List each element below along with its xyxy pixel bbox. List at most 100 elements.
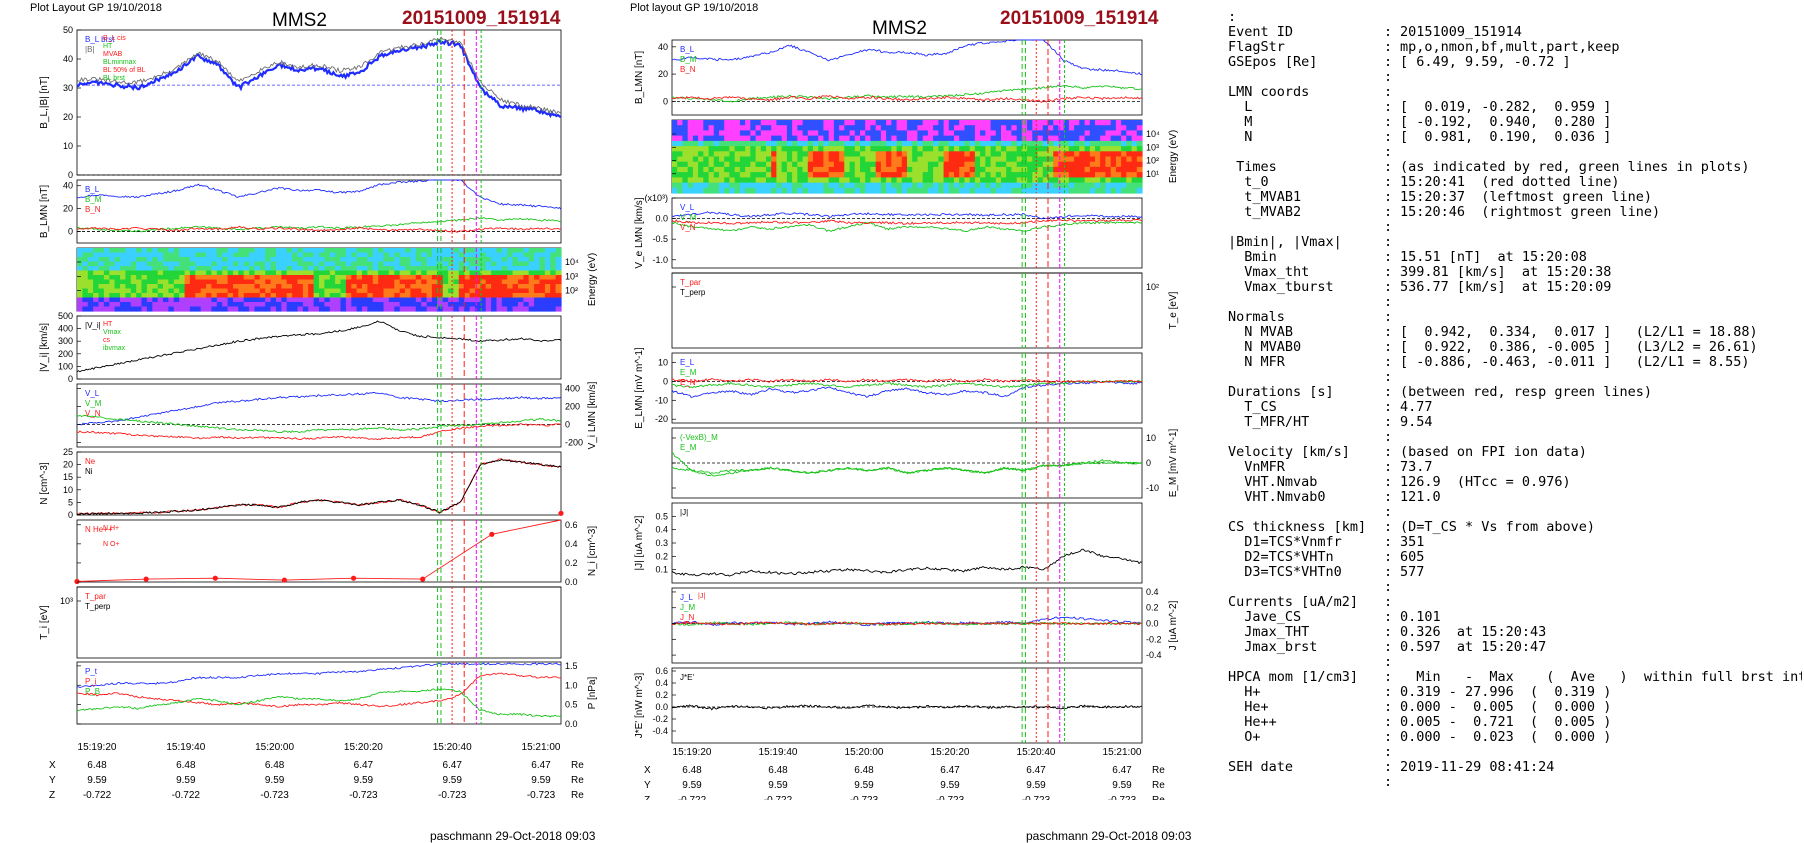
spectrogram-cell (1136, 172, 1143, 178)
spectrogram-cell (200, 284, 207, 290)
spectrogram-cell (130, 288, 137, 294)
spectrogram-cell (807, 166, 814, 173)
spectrogram-cell (687, 172, 694, 178)
spectrogram-cell (512, 270, 519, 276)
spectrogram-cell (469, 279, 476, 285)
position-value: -0.723 (1022, 795, 1051, 800)
spectrogram-cell (302, 270, 309, 276)
spectrogram-cell (222, 288, 229, 294)
spectrogram-cell (125, 270, 132, 276)
spectrogram-cell (776, 166, 783, 173)
legend-entry: N O+ (103, 541, 120, 548)
spectrogram-cell (179, 306, 186, 312)
spectrogram-cell (922, 151, 929, 158)
summary-row: Velocity [km/s]: (based on FPI ion data) (1228, 445, 1802, 460)
spectrogram-cell (849, 130, 856, 137)
spectrogram-cell (157, 297, 164, 303)
spectrogram-cell (335, 297, 342, 303)
spectrogram-cell (528, 293, 535, 299)
spectrogram-cell (807, 182, 814, 189)
series-label: E_M (680, 368, 697, 377)
spectrogram-cell (980, 172, 986, 178)
summary-row: L:[ 0.019, -0.282, 0.959 ] (1228, 100, 1802, 115)
summary-value: mp,o,nmon,bf,mult,part,keep (1400, 40, 1620, 55)
spectrogram-cell (98, 270, 105, 276)
spectrogram-cell (125, 275, 132, 281)
spectrogram-cell (184, 293, 191, 299)
series-label: B_L (85, 185, 100, 194)
spectrogram-cell (491, 279, 498, 285)
spectrogram-cell (698, 156, 704, 163)
y-tick-label: 0.0 (1146, 619, 1159, 629)
spectrogram-cell (109, 266, 116, 272)
spectrogram-cell (719, 172, 725, 178)
spectrogram-cell (692, 146, 699, 152)
spectrogram-cell (875, 146, 882, 152)
spectrogram-cell (677, 130, 683, 137)
spectrogram-cell (1027, 135, 1033, 142)
spectrogram-cell (954, 187, 960, 194)
spectrogram-cell (227, 306, 234, 312)
spectrogram-cell (399, 270, 406, 276)
spectrogram-cell (833, 146, 840, 152)
spectrogram-cell (1084, 151, 1091, 158)
spectrogram-cell (854, 172, 861, 178)
spectrogram-cell (938, 120, 945, 126)
spectrogram-cell (719, 161, 725, 168)
spectrogram-cell (682, 120, 689, 126)
spectrogram-cell (907, 166, 913, 173)
spectrogram-cell (1074, 146, 1080, 152)
spectrogram-cell (766, 120, 772, 126)
spectrogram-cell (152, 248, 159, 254)
spectrogram-cell (807, 156, 814, 163)
spectrogram-cell (1084, 177, 1091, 184)
spectrogram-cell (1011, 130, 1018, 137)
chart-panel-mid-17: J*E' [nW m^-3] J*E'0.60.40.20.0-0.2-0.4 (634, 666, 1143, 744)
spectrogram-cell (120, 297, 126, 303)
spectrogram-cell (415, 266, 422, 272)
spectrogram-cell (687, 130, 694, 137)
spectrogram-cell (475, 261, 481, 267)
spectrogram-cell (1048, 151, 1054, 158)
spectrogram-cell (839, 166, 845, 173)
spectrogram-cell (523, 288, 530, 294)
spectrogram-cell (1058, 187, 1065, 194)
spectrogram-cell (356, 270, 363, 276)
spectrogram-cell (345, 261, 352, 267)
spectrogram-cell (1074, 172, 1080, 178)
spectrogram-cell (703, 151, 710, 158)
spectrogram-cell (980, 177, 986, 184)
summary-row: Event ID:20151009_151914 (1228, 25, 1802, 40)
mid-footer: paschmann 29-Oct-2018 09:03 (1026, 829, 1192, 843)
series-line (671, 218, 1143, 225)
spectrogram-cell (724, 187, 730, 194)
spectrogram-cell (990, 166, 997, 173)
spectrogram-cell (550, 288, 557, 294)
spectrogram-cell (555, 270, 562, 276)
spectrogram-cell (114, 302, 121, 308)
spectrogram-cell (813, 161, 819, 168)
spectrogram-cell (886, 156, 892, 163)
spectrogram-cell (886, 187, 892, 194)
spectrogram-cell (818, 125, 824, 131)
spectrogram-cell (786, 166, 793, 173)
spectrogram-cell (865, 187, 871, 194)
spectrogram-cell (507, 306, 514, 312)
spectrogram-cell (776, 172, 783, 178)
spectrogram-cell (114, 288, 121, 294)
spectrogram-cell (523, 270, 530, 276)
spectrogram-cell (308, 284, 315, 290)
spectrogram-cell (184, 302, 191, 308)
spectrogram-cell (708, 120, 715, 126)
spectrogram-cell (1068, 125, 1075, 131)
spectrogram-cell (367, 270, 374, 276)
spectrogram-cell (734, 166, 741, 173)
spectrogram-cell (1095, 182, 1101, 189)
spectrogram-cell (340, 279, 347, 285)
spectrogram-cell (912, 146, 918, 152)
spectrogram-cell (948, 135, 955, 142)
spectrogram-cell (302, 302, 309, 308)
panel-ylabel: |V_i| [km/s] (39, 323, 50, 372)
spectrogram-cell (1053, 156, 1059, 163)
spectrogram-cell (703, 187, 710, 194)
